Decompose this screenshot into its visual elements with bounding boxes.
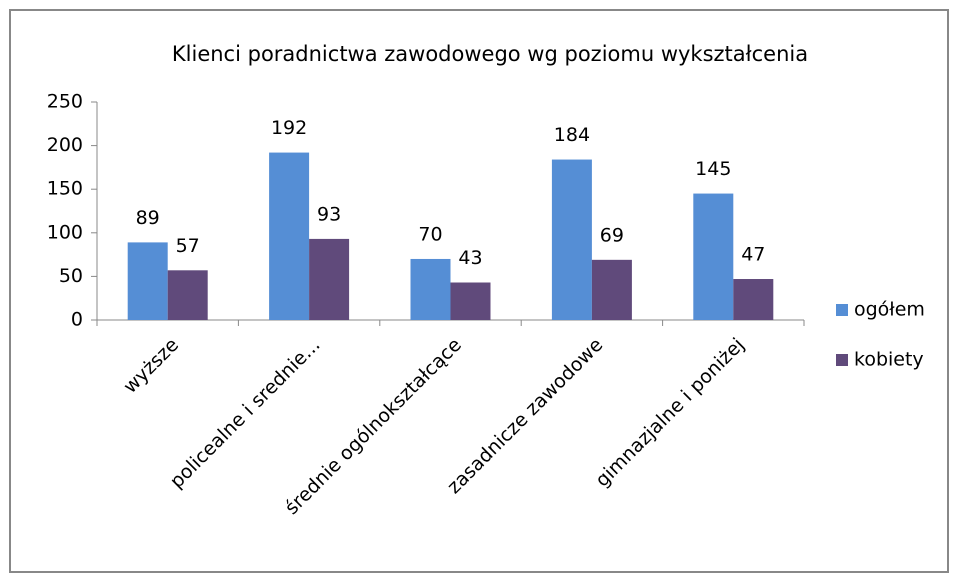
bar [167,270,208,320]
y-tick-label: 250 [47,91,83,113]
legend-swatch [836,304,848,316]
data-label: 69 [600,224,624,246]
data-label: 57 [176,235,200,257]
bar [309,238,350,320]
data-label: 184 [554,124,590,146]
data-label: 192 [271,117,307,139]
bar [127,242,168,320]
y-tick-label: 200 [47,134,83,156]
y-tick-label: 50 [59,265,83,287]
legend-label: kobiety [854,349,924,371]
y-tick-label: 100 [47,221,83,243]
chart-title: Klienci poradnictwa zawodowego wg poziom… [172,42,808,66]
bar [733,279,774,320]
bar [591,259,632,320]
data-label: 145 [695,158,731,180]
bar [410,258,451,320]
data-label: 47 [741,244,765,266]
data-label: 43 [458,247,482,269]
data-label: 70 [418,223,442,245]
data-label: 93 [317,203,341,225]
legend-swatch [836,354,848,366]
bar [693,193,734,320]
legend-label: ogółem [854,299,925,321]
data-label: 89 [136,207,160,229]
y-tick-label: 0 [71,309,83,331]
y-tick-label: 150 [47,178,83,200]
bar [269,152,310,320]
bar [551,159,592,320]
bar [450,282,491,320]
